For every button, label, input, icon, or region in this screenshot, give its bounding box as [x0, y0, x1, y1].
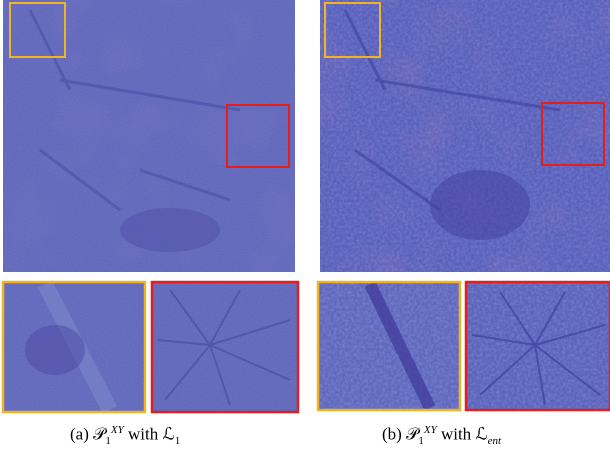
- caption-loss-sub: ent: [488, 435, 501, 447]
- figure-page: {"figure": {"panels": [ {"caption": {"la…: [0, 0, 610, 457]
- caption-sup: XY: [111, 424, 124, 436]
- caption-loss: ℒ: [162, 425, 174, 445]
- caption-symbol: 𝒫: [93, 425, 105, 445]
- panel-a-image: [3, 0, 295, 272]
- caption-loss-sub: 1: [175, 435, 181, 447]
- caption-b: (b) 𝒫1XY with ℒent: [382, 424, 501, 447]
- panel-b-image: [320, 0, 610, 272]
- caption-sub: 1: [418, 435, 424, 447]
- caption-sup: XY: [424, 424, 437, 436]
- panel-a-zoom-orange: [3, 282, 145, 412]
- panel-b-zoom-orange: [318, 282, 460, 410]
- caption-label: (a): [70, 425, 89, 444]
- panel-a-zoom-red: [152, 282, 298, 412]
- caption-word: with: [128, 425, 158, 444]
- caption-a: (a) 𝒫1XY with ℒ1: [70, 424, 180, 447]
- caption-label: (b): [382, 425, 402, 444]
- caption-symbol: 𝒫: [406, 425, 418, 445]
- figure-images: [0, 0, 610, 457]
- caption-sub: 1: [105, 435, 111, 447]
- caption-word: with: [441, 425, 471, 444]
- panel-b-zoom-red: [466, 282, 610, 410]
- caption-loss: ℒ: [475, 425, 487, 445]
